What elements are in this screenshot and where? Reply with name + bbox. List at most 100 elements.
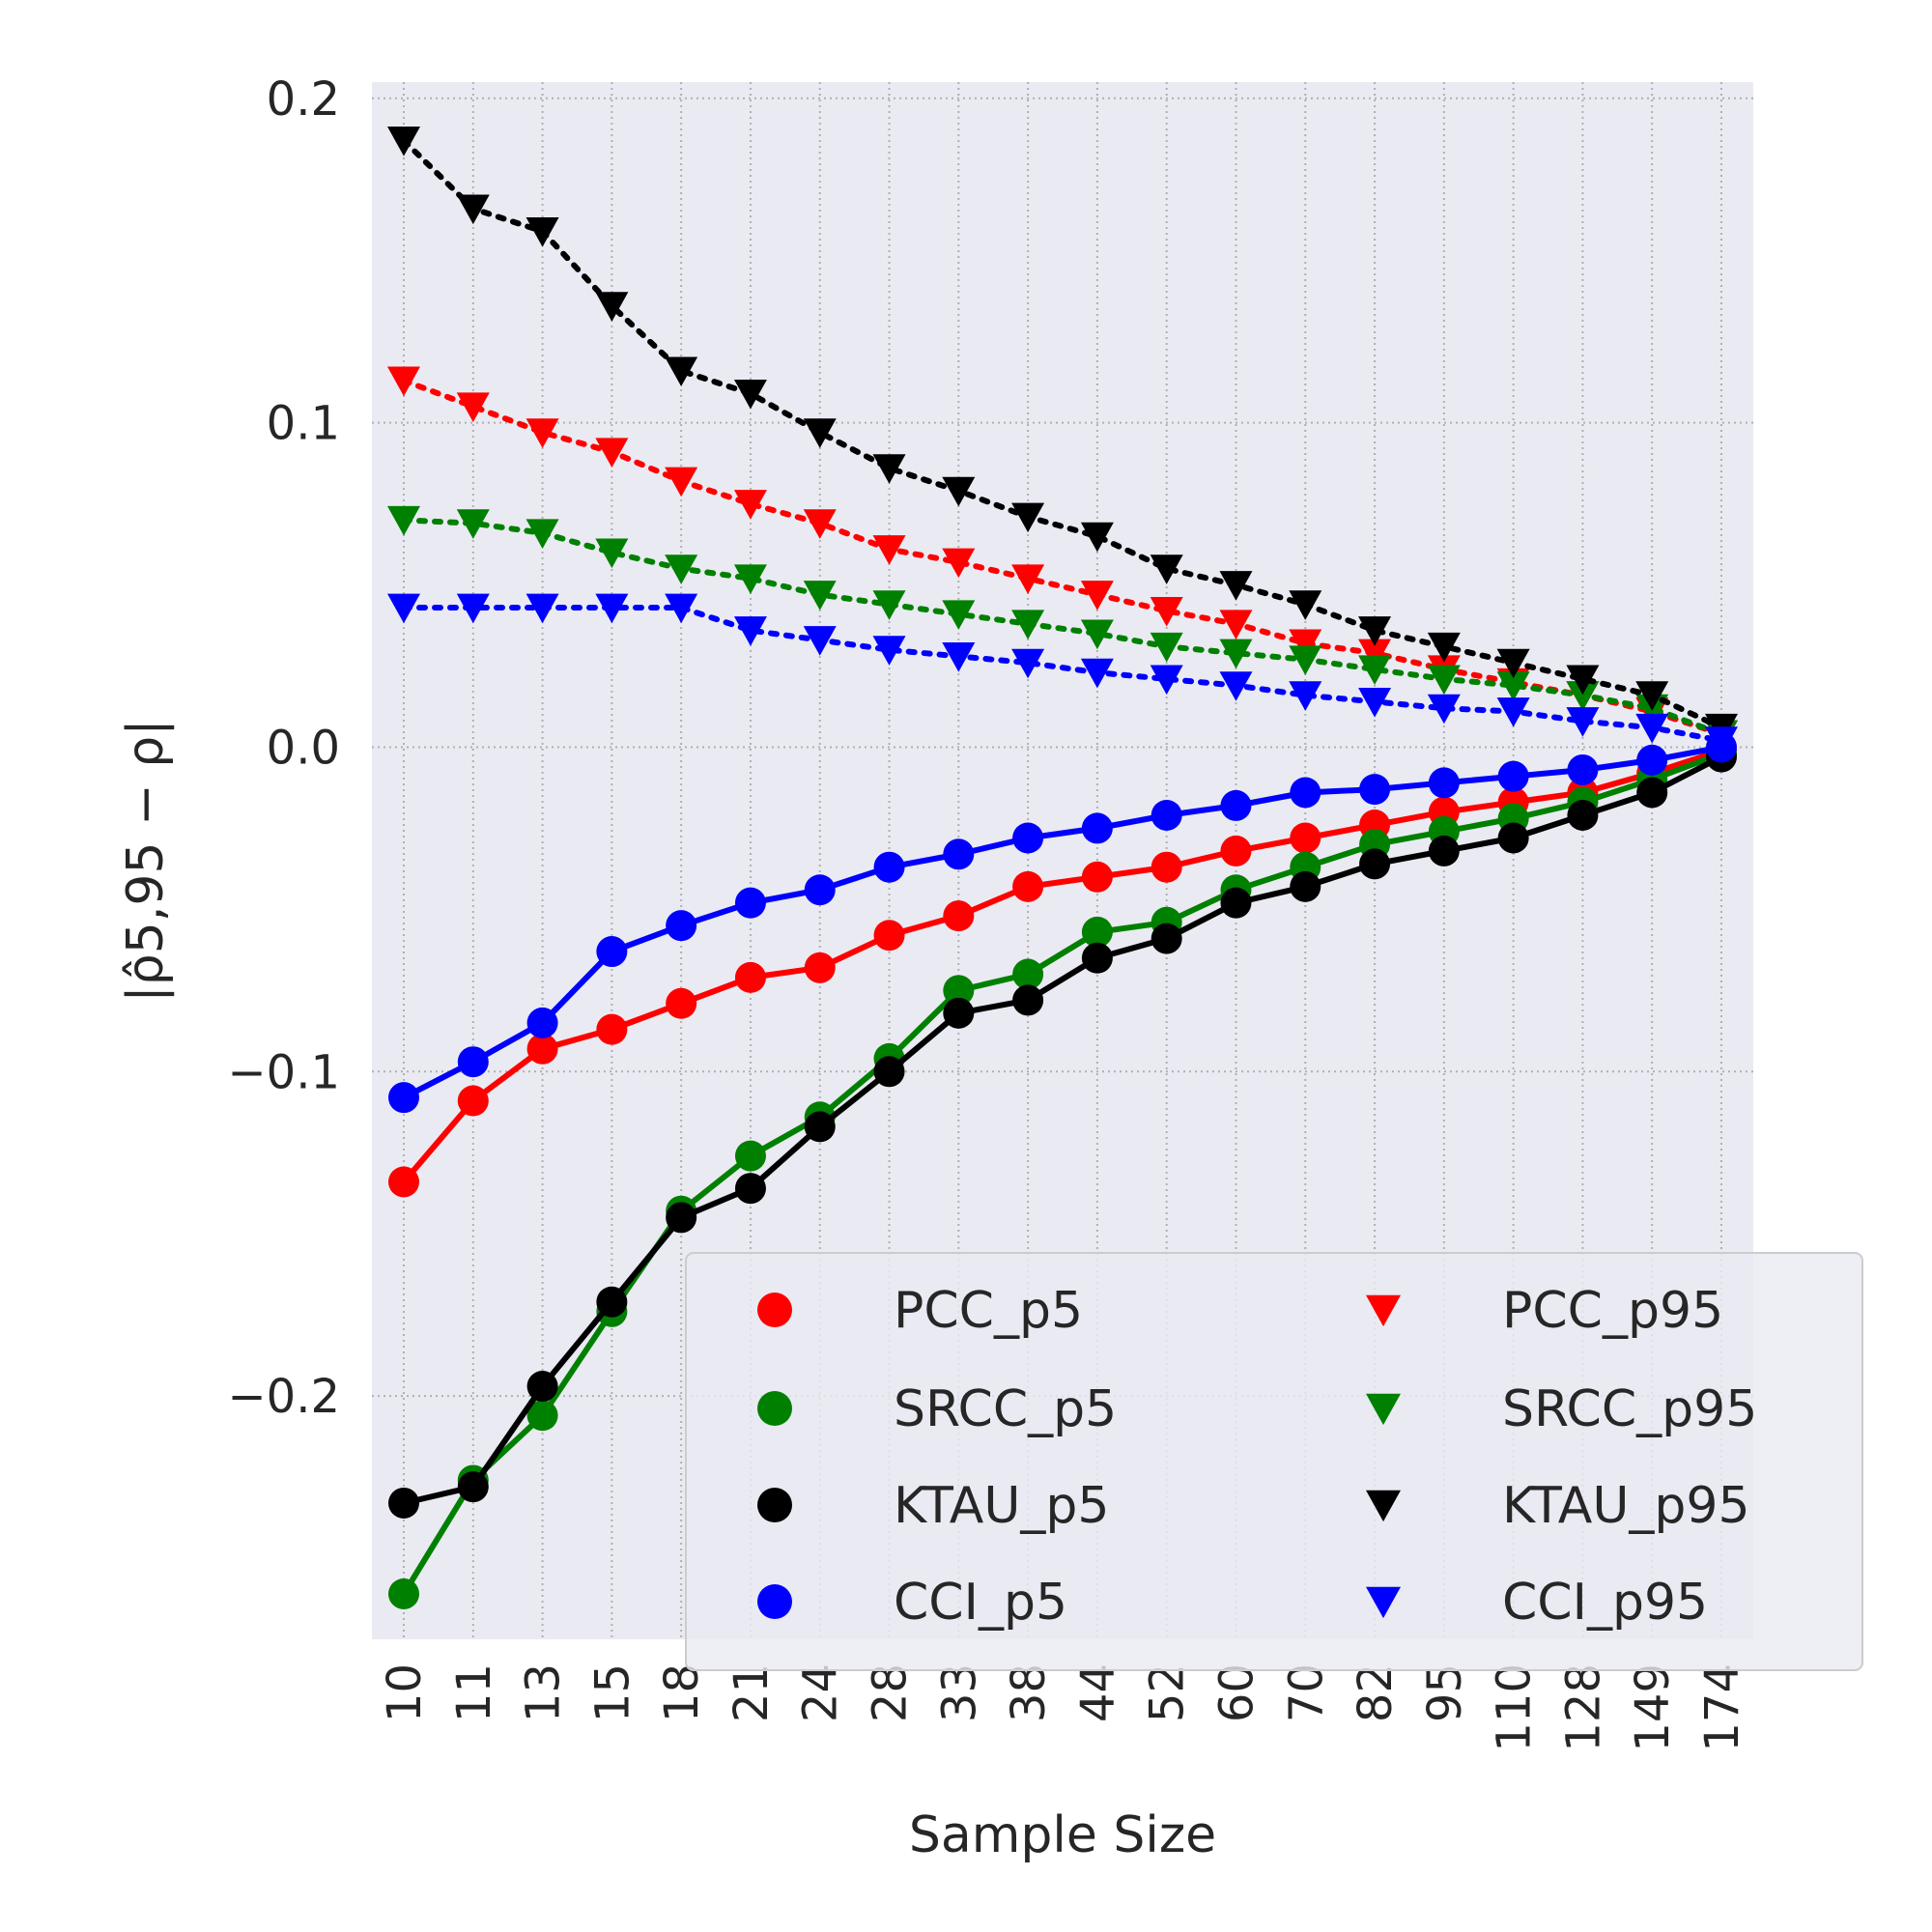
data-point-ktau-p95-95 xyxy=(1427,632,1461,663)
x-tick-label-15: 15 xyxy=(585,1663,639,1722)
legend-item-ktau-p5: KTAU_p5 xyxy=(757,1477,1110,1535)
data-point-ktau-p5-24 xyxy=(804,1111,836,1143)
data-point-cci-p5-24 xyxy=(804,874,836,906)
data-point-cci-p5-28 xyxy=(873,851,905,883)
data-point-srcc-p5-10 xyxy=(388,1577,419,1609)
data-point-pcc-p5-60 xyxy=(1220,835,1252,867)
data-point-ktau-p95-10 xyxy=(387,127,420,156)
data-point-pcc-p5-13 xyxy=(526,1033,558,1065)
x-tick-label-174: 174 xyxy=(1695,1663,1749,1752)
data-point-ktau-p95-24 xyxy=(803,418,837,448)
data-point-cci-p95-44 xyxy=(1080,658,1114,689)
data-point-srcc-p95-60 xyxy=(1219,639,1253,669)
legend-label-srcc-p5: SRCC_p5 xyxy=(894,1380,1117,1438)
y-tick-label: 0.1 xyxy=(267,397,340,451)
legend-item-cci-p5: CCI_p5 xyxy=(757,1574,1067,1632)
data-point-pcc-p5-28 xyxy=(873,920,905,952)
data-point-cci-p95-60 xyxy=(1219,671,1253,701)
data-point-pcc-p5-15 xyxy=(596,1013,628,1045)
data-point-ktau-p95-13 xyxy=(526,217,559,247)
data-point-pcc-p5-10 xyxy=(388,1166,419,1198)
legend-marker-cci-p5 xyxy=(757,1584,792,1619)
legend-marker-pcc-p5 xyxy=(757,1293,792,1327)
data-point-cci-p95-15 xyxy=(595,593,629,624)
data-point-ktau-p5-33 xyxy=(943,997,975,1029)
series-srcc-p95 xyxy=(387,505,1738,751)
data-point-pcc-p95-24 xyxy=(803,509,837,539)
data-point-cci-p95-128 xyxy=(1566,707,1600,737)
data-point-cci-p5-174 xyxy=(1706,731,1737,763)
legend-label-pcc-p95: PCC_p95 xyxy=(1502,1282,1723,1340)
data-point-cci-p95-33 xyxy=(942,641,976,672)
legend-marker-pcc-p95 xyxy=(1366,1294,1401,1327)
legend-marker-ktau-p95 xyxy=(1366,1490,1401,1522)
data-point-cci-p5-52 xyxy=(1151,799,1182,831)
x-tick-label-149: 149 xyxy=(1626,1663,1680,1752)
legend-marker-srcc-p95 xyxy=(1366,1393,1401,1426)
data-point-cci-p5-10 xyxy=(388,1082,419,1114)
data-point-ktau-p5-82 xyxy=(1359,848,1391,880)
data-point-ktau-p5-15 xyxy=(596,1286,628,1318)
data-point-cci-p5-33 xyxy=(943,838,975,870)
data-point-cci-p95-13 xyxy=(526,593,559,624)
data-point-cci-p5-60 xyxy=(1220,789,1252,821)
x-tick-label-128: 128 xyxy=(1556,1663,1610,1752)
legend-item-pcc-p5: PCC_p5 xyxy=(757,1282,1083,1340)
data-point-pcc-p95-13 xyxy=(526,418,559,448)
y-tick-label: −0.1 xyxy=(227,1045,340,1099)
series-line-srcc-p95 xyxy=(401,517,1724,737)
data-point-srcc-p95-44 xyxy=(1080,619,1114,650)
legend: PCC_p5 SRCC_p5 KTAU_p5 CCI_p5 PCC_p95 SRCC_p9… xyxy=(685,1252,1863,1671)
data-point-ktau-p5-44 xyxy=(1081,942,1113,974)
legend-label-srcc-p95: SRCC_p95 xyxy=(1502,1380,1757,1438)
data-point-srcc-p5-13 xyxy=(526,1400,558,1432)
series-line-ktau-p95 xyxy=(401,137,1724,731)
data-point-pcc-p5-33 xyxy=(943,900,975,932)
data-point-ktau-p5-70 xyxy=(1290,870,1321,902)
data-point-srcc-p95-95 xyxy=(1427,665,1461,696)
data-point-ktau-p5-52 xyxy=(1151,923,1182,954)
y-tick-label: 0.0 xyxy=(267,721,340,775)
x-tick-label-110: 110 xyxy=(1488,1663,1542,1752)
legend-label-cci-p5: CCI_p5 xyxy=(894,1574,1067,1632)
y-tick-label: 0.2 xyxy=(267,72,340,127)
data-point-pcc-p5-38 xyxy=(1012,870,1044,902)
data-point-ktau-p5-13 xyxy=(526,1371,558,1403)
data-point-pcc-p5-21 xyxy=(734,961,766,993)
y-axis-label: |ρ̂5,95 − ρ| xyxy=(117,719,175,1002)
data-point-srcc-p95-128 xyxy=(1566,681,1600,711)
data-point-ktau-p5-18 xyxy=(666,1202,697,1234)
series-ktau-p5 xyxy=(388,741,1737,1519)
data-point-pcc-p95-11 xyxy=(456,392,490,422)
legend-label-ktau-p5: KTAU_p5 xyxy=(894,1477,1110,1535)
data-point-srcc-p95-38 xyxy=(1011,610,1045,639)
data-point-ktau-p5-149 xyxy=(1636,777,1668,809)
series-line-cci-p95 xyxy=(401,605,1724,744)
legend-item-srcc-p5: SRCC_p5 xyxy=(757,1380,1117,1438)
data-point-cci-p95-52 xyxy=(1150,665,1183,696)
legend-marker-cci-p95 xyxy=(1366,1586,1401,1619)
x-tick-label-24: 24 xyxy=(794,1663,848,1722)
x-tick-label-60: 60 xyxy=(1209,1663,1264,1722)
data-point-cci-p5-44 xyxy=(1081,812,1113,844)
data-point-ktau-p95-44 xyxy=(1080,522,1114,553)
data-point-ktau-p95-110 xyxy=(1496,648,1530,679)
legend-label-cci-p95: CCI_p95 xyxy=(1502,1574,1708,1632)
data-point-cci-p5-128 xyxy=(1567,753,1599,785)
data-point-cci-p5-13 xyxy=(526,1007,558,1038)
data-point-cci-p95-10 xyxy=(387,593,420,624)
data-point-pcc-p5-52 xyxy=(1151,851,1182,883)
data-point-cci-p5-21 xyxy=(734,887,766,919)
x-tick-labels: 10 11 13 15 18 21 24 28 33 38 44 52 60 70 82 95 110 128 14… xyxy=(378,1663,1749,1752)
x-axis-label: Sample Size xyxy=(909,1806,1216,1864)
data-point-srcc-p95-21 xyxy=(733,564,767,594)
data-point-ktau-p5-128 xyxy=(1567,799,1599,831)
x-tick-label-52: 52 xyxy=(1141,1663,1195,1722)
data-point-srcc-p95-18 xyxy=(665,554,698,584)
legend-item-ktau-p95: KTAU_p95 xyxy=(1366,1477,1750,1535)
x-tick-label-95: 95 xyxy=(1418,1663,1472,1722)
data-point-srcc-p95-11 xyxy=(456,509,490,539)
data-point-srcc-p5-38 xyxy=(1012,958,1044,990)
x-tick-label-28: 28 xyxy=(864,1663,918,1722)
x-tick-label-10: 10 xyxy=(378,1663,432,1722)
